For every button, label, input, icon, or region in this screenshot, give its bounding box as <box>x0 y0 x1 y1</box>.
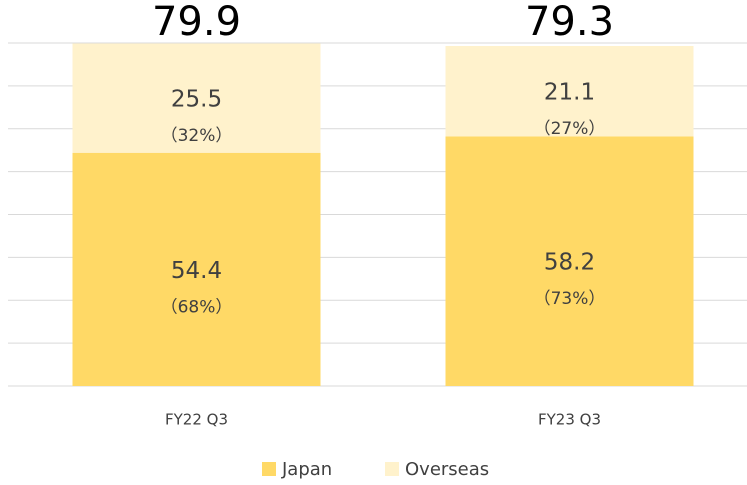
bar-segment <box>72 43 321 153</box>
legend-swatch <box>262 462 276 476</box>
percent-label: （32%） <box>161 126 233 146</box>
value-label: 58.2 <box>544 250 595 276</box>
x-tick-label: FY23 Q3 <box>538 411 601 429</box>
legend-label: Japan <box>281 459 332 480</box>
x-tick-label: FY22 Q3 <box>165 411 228 429</box>
value-label: 21.1 <box>544 80 595 106</box>
value-label: 54.4 <box>171 258 222 284</box>
percent-label: （73%） <box>534 289 606 309</box>
total-label: 79.3 <box>525 0 614 45</box>
bar-segment <box>445 46 694 137</box>
percent-label: （27%） <box>534 119 606 139</box>
value-label: 25.5 <box>171 87 222 113</box>
percent-label: （68%） <box>161 297 233 317</box>
legend-label: Overseas <box>405 459 489 480</box>
legend-swatch <box>385 462 399 476</box>
bar-segment <box>72 152 321 386</box>
total-label: 79.9 <box>152 0 241 45</box>
bar-segment <box>445 136 694 386</box>
